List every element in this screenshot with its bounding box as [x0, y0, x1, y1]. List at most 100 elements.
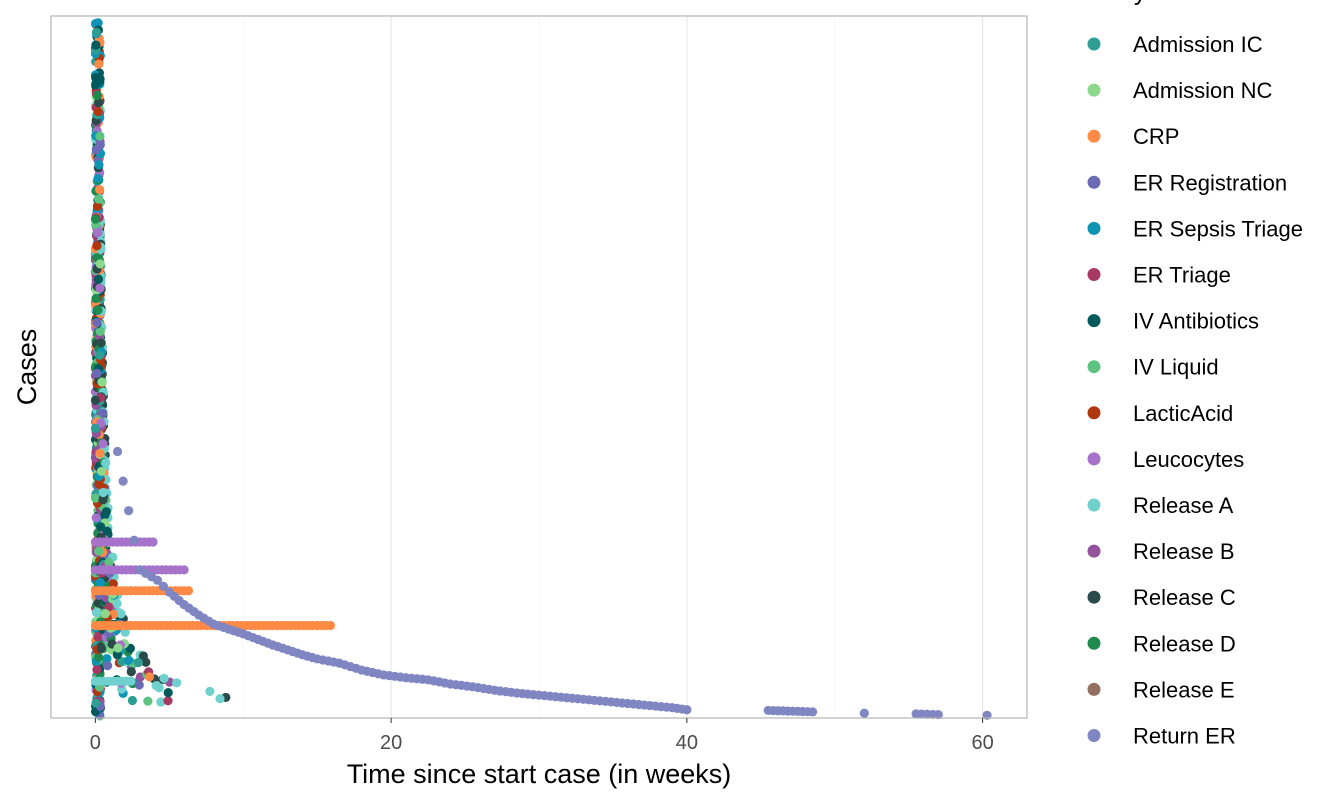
data-point	[95, 283, 105, 293]
data-point	[807, 707, 818, 717]
legend-label: IV Liquid	[1133, 355, 1219, 380]
data-point	[93, 78, 103, 88]
legend-label: CRP	[1133, 124, 1179, 149]
data-point	[143, 696, 153, 706]
data-point	[91, 293, 101, 304]
data-point	[97, 377, 107, 387]
data-point	[93, 598, 103, 608]
data-point	[159, 673, 169, 683]
data-point	[98, 439, 108, 449]
data-point	[95, 326, 105, 336]
legend-label: LacticAcid	[1133, 401, 1233, 426]
legend-label: Release B	[1133, 539, 1235, 564]
data-point	[152, 575, 163, 585]
legend-label: ER Sepsis Triage	[1133, 216, 1303, 241]
data-point	[100, 609, 110, 619]
data-point	[101, 458, 111, 468]
data-point	[112, 599, 122, 609]
data-point	[933, 710, 943, 720]
data-point	[148, 537, 158, 547]
legend-key	[1087, 83, 1101, 97]
data-point	[133, 657, 143, 668]
legend-key	[1087, 498, 1101, 512]
data-point	[92, 664, 102, 675]
data-point	[93, 173, 103, 184]
data-point	[92, 90, 102, 100]
data-point	[90, 214, 101, 224]
data-point	[118, 476, 128, 486]
data-point	[93, 274, 104, 284]
data-point	[138, 651, 149, 661]
data-point	[102, 661, 113, 671]
data-point	[94, 59, 104, 69]
legend-key	[1087, 314, 1101, 328]
data-point	[91, 40, 101, 50]
data-point	[96, 522, 106, 532]
data-point	[92, 241, 102, 251]
data-point	[95, 131, 105, 141]
data-point	[151, 681, 161, 691]
legend: Admission IC Admission NC CRP ER Registrati…	[1087, 32, 1303, 749]
x-tick-label: 40	[676, 732, 698, 754]
legend-key	[1087, 129, 1101, 143]
legend-label: Leucocytes	[1133, 447, 1244, 472]
x-axis-ticks: 0 20 40 60	[90, 718, 994, 754]
data-point	[127, 695, 137, 706]
legend-label: Release C	[1133, 585, 1236, 610]
data-point	[90, 423, 101, 433]
legend-key	[1087, 452, 1101, 466]
data-point	[172, 678, 182, 688]
legend-key	[1087, 590, 1101, 604]
data-points	[90, 18, 992, 721]
data-point	[112, 446, 123, 457]
data-point	[163, 688, 173, 698]
data-point	[95, 259, 105, 269]
legend-label: ER Triage	[1133, 263, 1231, 288]
data-point	[215, 694, 225, 704]
legend-label: IV Antibiotics	[1133, 309, 1259, 334]
y-axis-title: Cases	[12, 329, 42, 406]
data-point	[91, 144, 101, 155]
legend-label: Release A	[1133, 493, 1234, 518]
legend-key	[1087, 221, 1101, 235]
x-tick-label: 60	[972, 732, 994, 754]
data-point	[91, 607, 102, 618]
plot-panel-border	[50, 15, 1028, 719]
data-point	[183, 586, 194, 596]
data-point	[156, 697, 166, 707]
data-point	[112, 650, 122, 660]
data-point	[134, 680, 144, 690]
vertical-gridlines	[94, 16, 984, 718]
legend-title: activity	[1070, 0, 1147, 6]
data-point	[91, 698, 101, 708]
data-point	[124, 655, 134, 665]
data-point	[325, 620, 336, 631]
data-point	[95, 578, 105, 588]
data-point	[92, 368, 102, 378]
data-point	[124, 506, 134, 516]
legend-key	[1087, 175, 1101, 189]
data-point	[93, 107, 103, 117]
data-point	[101, 507, 111, 517]
legend-key	[1087, 682, 1101, 696]
data-point	[94, 160, 104, 170]
data-point	[179, 565, 189, 575]
data-point	[95, 448, 105, 459]
data-point	[163, 696, 173, 706]
legend-label: Admission IC	[1133, 32, 1263, 57]
legend-label: Return ER	[1133, 724, 1236, 749]
data-point	[126, 667, 136, 677]
legend-key	[1087, 729, 1101, 742]
data-point	[96, 644, 107, 654]
data-point	[91, 27, 102, 37]
data-point	[93, 97, 104, 108]
data-point	[126, 676, 136, 686]
data-point	[93, 18, 103, 28]
data-point	[144, 672, 155, 682]
data-point	[92, 201, 103, 211]
data-point	[93, 632, 103, 642]
data-point	[102, 526, 112, 536]
legend-label: Release D	[1133, 631, 1236, 656]
data-point	[94, 350, 105, 360]
